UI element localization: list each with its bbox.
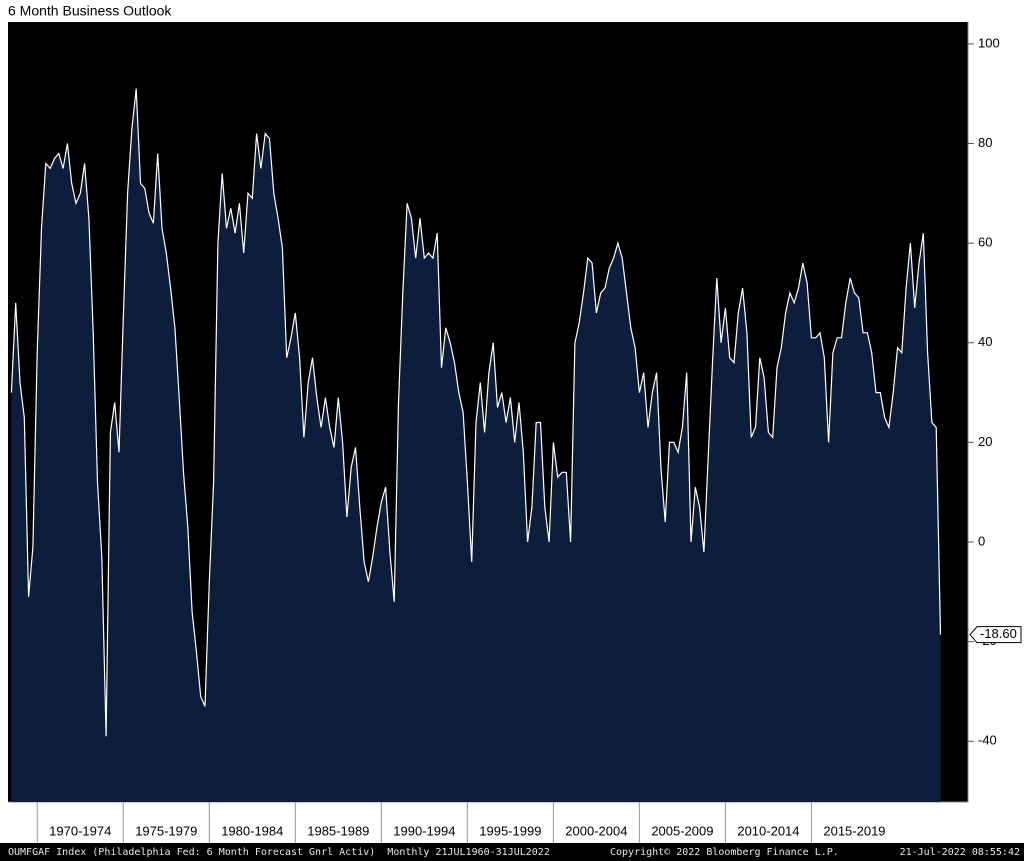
y-tick-label: 80 bbox=[978, 135, 992, 150]
x-tick-label: 1970-1974 bbox=[49, 823, 111, 838]
footer-date: 21-Jul-2022 08:55:42 bbox=[900, 847, 1020, 858]
last-value-box bbox=[969, 626, 1022, 644]
x-tick-label: 1995-1999 bbox=[479, 823, 541, 838]
y-tick-label: 60 bbox=[978, 235, 992, 250]
last-value-label: -18.60 bbox=[980, 626, 1017, 641]
y-tick-label: 20 bbox=[978, 434, 992, 449]
footer-copyright: Copyright© 2022 Bloomberg Finance L.P. bbox=[610, 847, 839, 858]
y-tick-label: -40 bbox=[978, 733, 997, 748]
x-tick-label: 1990-1994 bbox=[393, 823, 455, 838]
x-tick-label: 2010-2014 bbox=[737, 823, 799, 838]
area bbox=[11, 88, 941, 802]
footer-bar bbox=[0, 843, 1024, 861]
line bbox=[10, 88, 942, 737]
footer-source: OUMFGAF Index (Philadelphia Fed: 6 Month… bbox=[8, 847, 550, 858]
x-tick-label: 1985-1989 bbox=[307, 823, 369, 838]
x-tick-label: 1975-1979 bbox=[135, 823, 197, 838]
x-tick-label: 2015-2019 bbox=[823, 823, 885, 838]
chart-title: 6 Month Business Outlook bbox=[8, 3, 172, 19]
x-tick-label: 1980-1984 bbox=[221, 823, 283, 838]
x-tick-label: 2000-2004 bbox=[565, 823, 627, 838]
y-tick-label: 40 bbox=[978, 334, 992, 349]
x-tick-label: 2005-2009 bbox=[651, 823, 713, 838]
y-tick-label: 100 bbox=[978, 35, 1000, 50]
y-tick-label: 0 bbox=[978, 533, 985, 548]
